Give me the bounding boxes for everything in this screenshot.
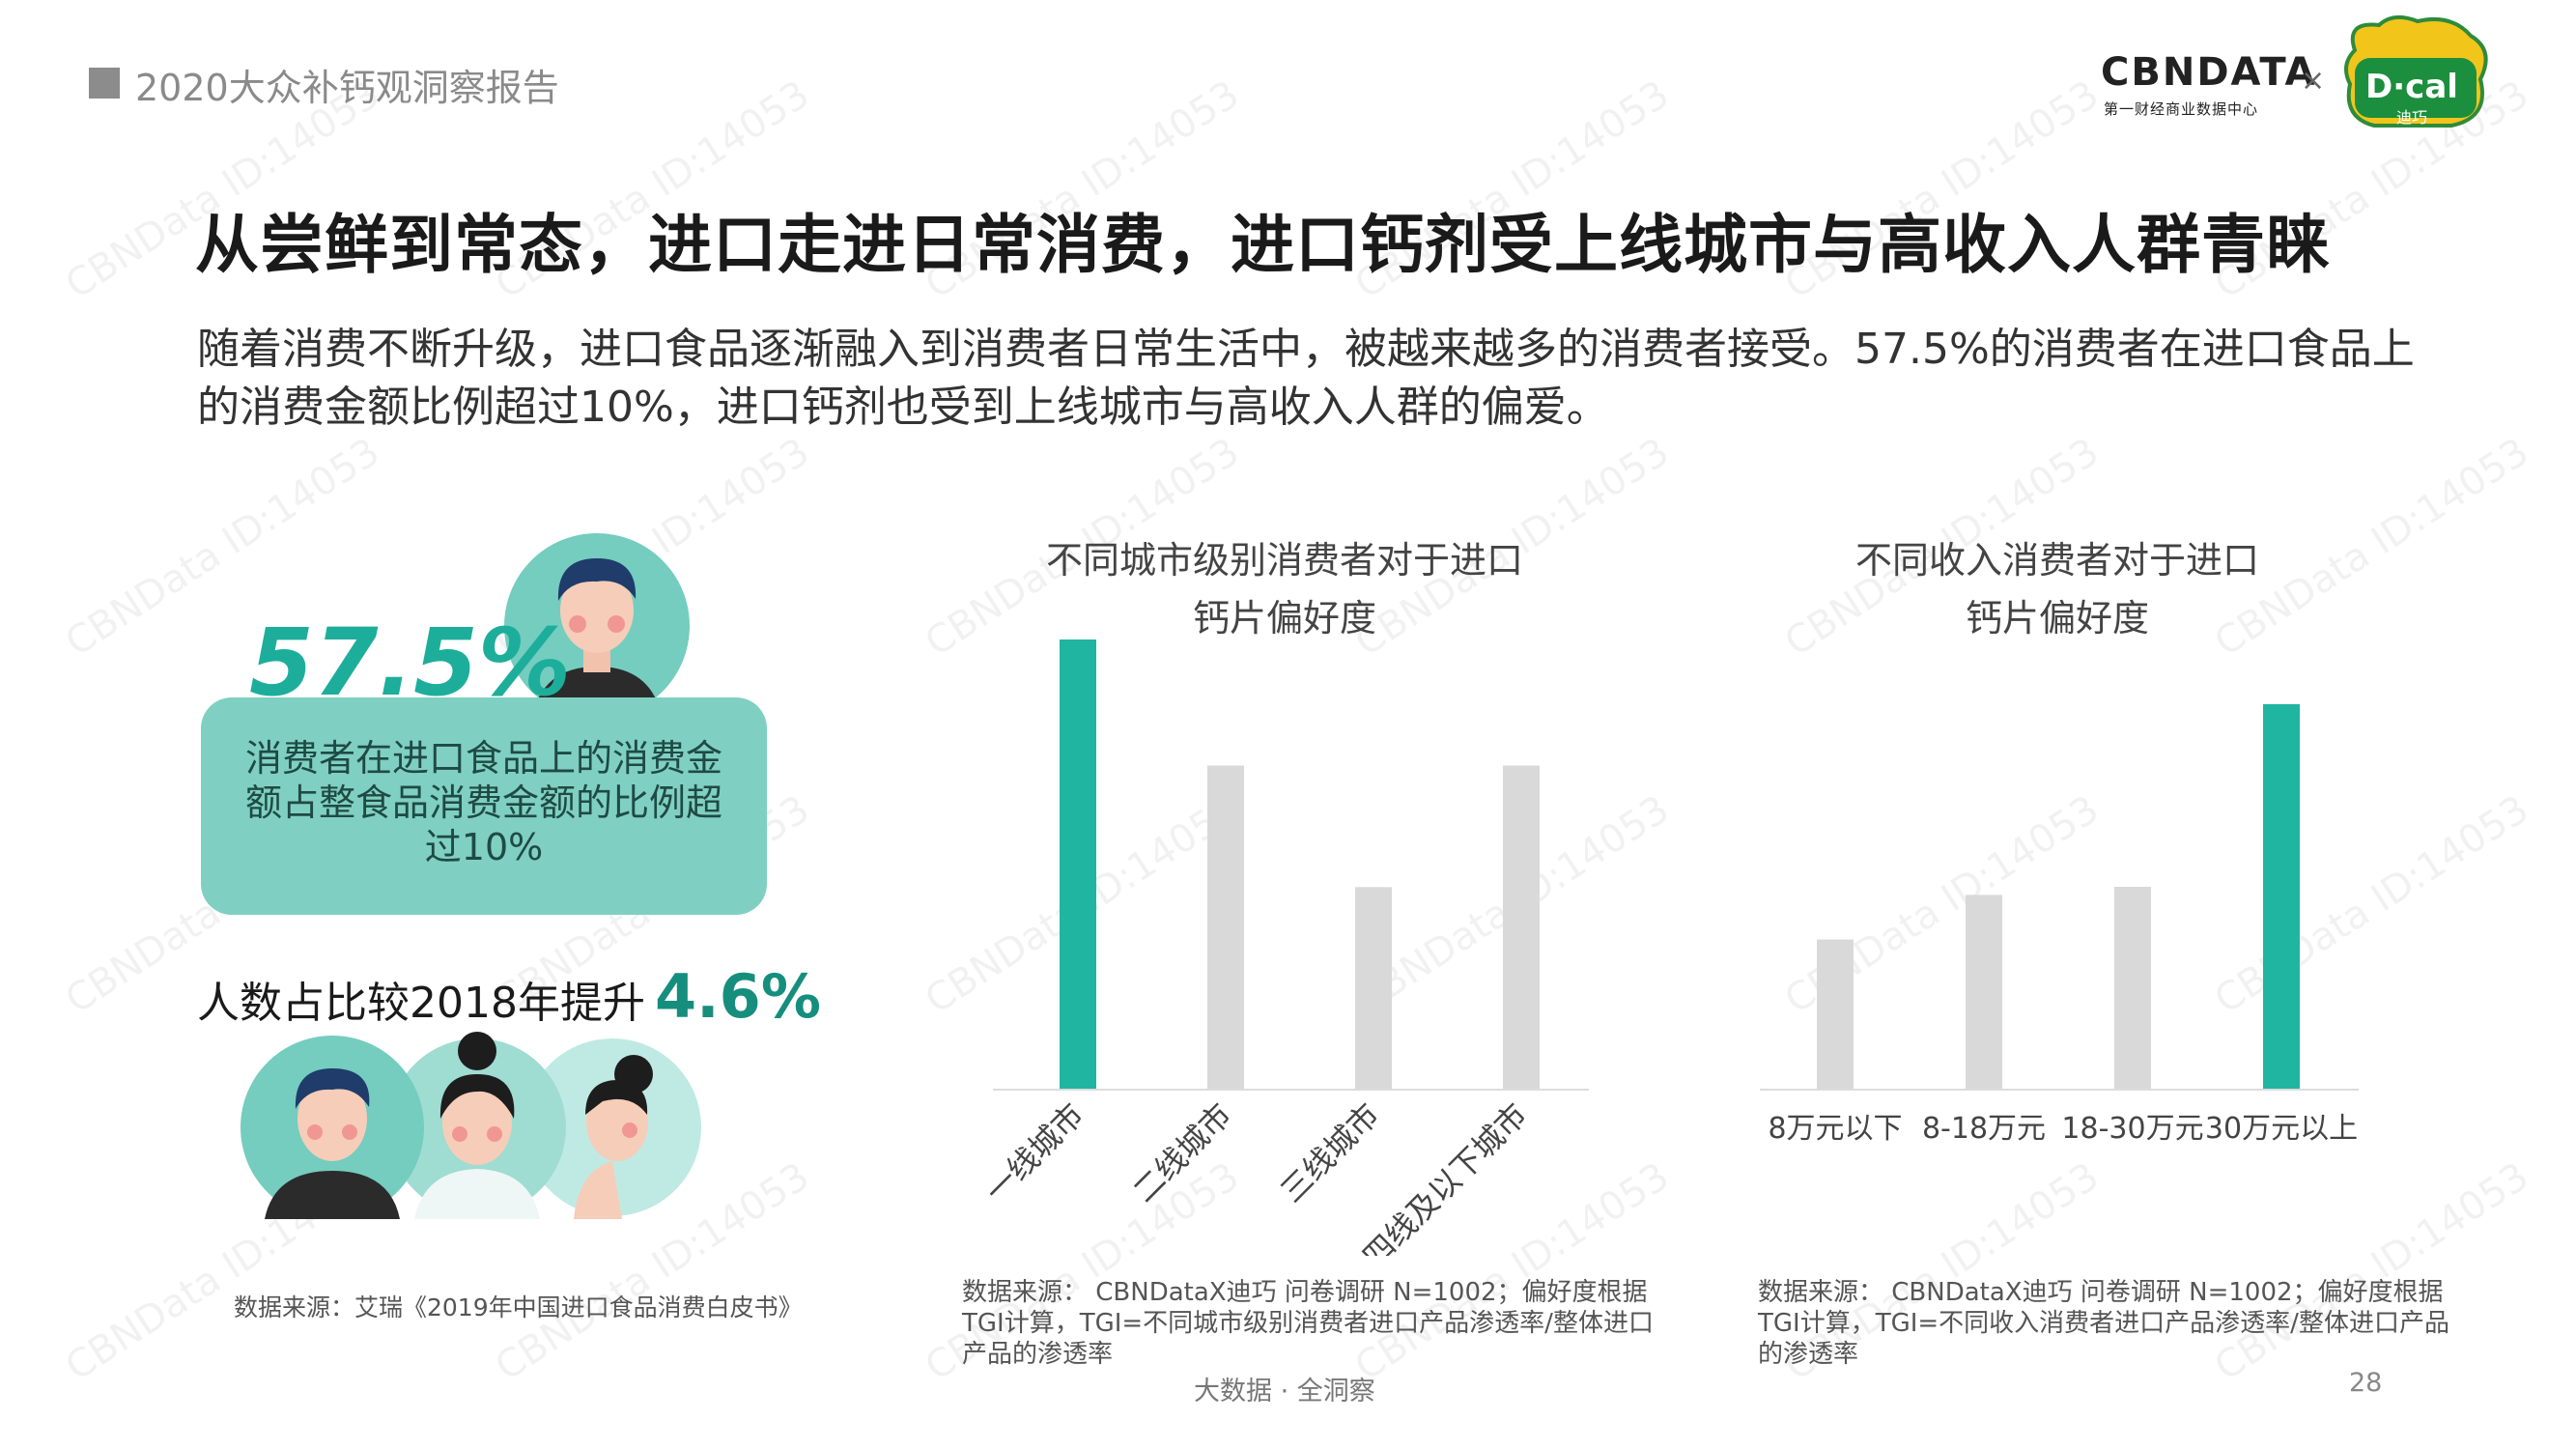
dcal-logo-badge — [2344, 14, 2488, 128]
cbndata-logo: CBNDATA — [2101, 50, 2317, 95]
chart1-category-label-2: 三线城市 — [1273, 1096, 1386, 1209]
rise-statement: 人数占比较2018年提升 4.6% — [197, 961, 821, 1032]
income-bar-chart: 8万元以下 8-18万元 18-30万元 30万元以上 — [1760, 704, 2359, 1146]
chart2-category-label-1: 8-18万元 — [1922, 1112, 2046, 1146]
chart2-source-note: 数据来源： CBNDataX迪巧 问卷调研 N=1002；偏好度根据TGI计算，… — [1758, 1278, 2449, 1369]
logo-separator: × — [2301, 64, 2326, 98]
header-square-marker — [89, 68, 120, 99]
intro-paragraph: 随着消费不断升级，进口食品逐渐融入到消费者日常生活中，被越来越多的消费者接受。5… — [197, 325, 2415, 432]
chart2-category-label-3: 30万元以上 — [2205, 1112, 2358, 1146]
chart1-source-note: 数据来源： CBNDataX迪巧 问卷调研 N=1002；偏好度根据TGI计算，… — [962, 1278, 1654, 1369]
chart1-category-label-0: 一线城市 — [977, 1096, 1090, 1209]
report-title: 2020大众补钙观洞察报告 — [135, 67, 559, 109]
cbndata-logo-subtitle: 第一财经商业数据中心 — [2104, 100, 2259, 118]
chart1-title-line2: 钙片偏好度 — [1192, 597, 1376, 639]
chart2-title: 不同收入消费者对于进口 钙片偏好度 — [1739, 531, 2376, 647]
left-source-note: 数据来源：艾瑞《2019年中国进口食品消费白皮书》 — [234, 1293, 803, 1321]
rise-label: 人数占比较2018年提升 — [197, 979, 645, 1028]
dcal-logo-subtitle: 迪巧 — [2395, 108, 2427, 127]
stat-card — [201, 697, 767, 915]
chart2-bar-0 — [1817, 939, 1854, 1090]
chart1-bar-1 — [1207, 765, 1244, 1090]
chart2-bar-2 — [2114, 887, 2151, 1090]
stat-description: 消费者在进口食品上的消费金额占整食品消费金额的比例超过10% — [244, 737, 722, 868]
man-avatar-illustration — [504, 533, 690, 721]
chart2-title-line1: 不同收入消费者对于进口 — [1854, 539, 2259, 582]
chart1-title: 不同城市级别消费者对于进口 钙片偏好度 — [966, 531, 1603, 647]
three-people-illustration — [241, 1032, 701, 1219]
chart1-category-label-1: 二线城市 — [1125, 1096, 1238, 1209]
chart1-bar-3 — [1503, 765, 1540, 1090]
chart2-category-label-0: 8万元以下 — [1768, 1112, 1902, 1146]
chart2-title-line2: 钙片偏好度 — [1965, 597, 2149, 639]
chart2-bar-1 — [1966, 895, 2002, 1090]
chart1-bar-2 — [1355, 887, 1392, 1090]
chart1-bar-0 — [1060, 639, 1096, 1090]
page-number: 28 — [2349, 1368, 2383, 1398]
rise-value: 4.6% — [654, 961, 821, 1032]
chart2-category-label-2: 18-30万元 — [2061, 1112, 2203, 1146]
page-title: 从尝鲜到常态，进口走进日常消费，进口钙剂受上线城市与高收入人群青睐 — [195, 208, 2331, 282]
chart2-bar-3 — [2263, 704, 2300, 1090]
chart1-title-line1: 不同城市级别消费者对于进口 — [1045, 539, 1523, 582]
dcal-logo-text: D·cal — [2365, 68, 2458, 106]
footer-tagline: 大数据 · 全洞察 — [1194, 1377, 1375, 1406]
